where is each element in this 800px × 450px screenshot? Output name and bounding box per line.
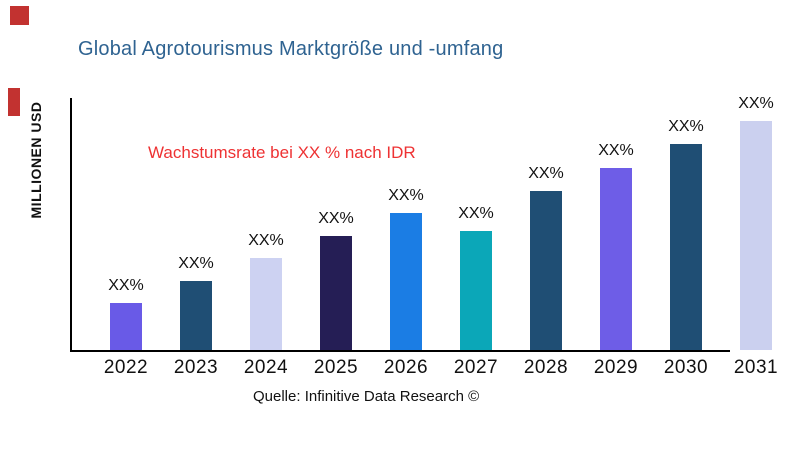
bar-2026 bbox=[390, 213, 422, 350]
bar-2031 bbox=[740, 121, 772, 350]
y-axis-line bbox=[70, 98, 72, 351]
bar-2023 bbox=[180, 281, 212, 350]
growth-rate-annotation: Wachstumsrate bei XX % nach IDR bbox=[148, 143, 416, 162]
x-axis-label: 2029 bbox=[593, 357, 639, 378]
red-accent-square bbox=[10, 6, 29, 25]
x-axis-label: 2028 bbox=[523, 357, 569, 378]
x-axis-label: 2031 bbox=[733, 357, 779, 378]
bar-value-label: XX% bbox=[598, 142, 634, 159]
x-axis-label: 2027 bbox=[453, 357, 499, 378]
bar-2025 bbox=[320, 236, 352, 350]
bar-value-label: XX% bbox=[668, 118, 704, 135]
x-axis-label: 2030 bbox=[663, 357, 709, 378]
bar-2030 bbox=[670, 144, 702, 350]
x-axis-label: 2025 bbox=[313, 357, 359, 378]
bar-value-label: XX% bbox=[458, 205, 494, 222]
bar-value-label: XX% bbox=[528, 165, 564, 182]
bar-value-label: XX% bbox=[178, 255, 214, 272]
bar-2024 bbox=[250, 258, 282, 350]
bar-2022 bbox=[110, 303, 142, 350]
x-axis-label: 2024 bbox=[243, 357, 289, 378]
red-accent-bar bbox=[8, 88, 20, 116]
bar-value-label: XX% bbox=[388, 187, 424, 204]
x-axis-line bbox=[70, 350, 730, 352]
bar-2029 bbox=[600, 168, 632, 350]
bar-value-label: XX% bbox=[738, 95, 774, 112]
x-axis-label: 2023 bbox=[173, 357, 219, 378]
x-axis-label: 2026 bbox=[383, 357, 429, 378]
bar-value-label: XX% bbox=[248, 232, 284, 249]
x-axis-label: 2022 bbox=[103, 357, 149, 378]
bar-2028 bbox=[530, 191, 562, 350]
chart-title: Global Agrotourismus Marktgröße und -umf… bbox=[78, 38, 504, 60]
bar-value-label: XX% bbox=[108, 277, 144, 294]
bar-value-label: XX% bbox=[318, 210, 354, 227]
source-note: Quelle: Infinitive Data Research © bbox=[253, 388, 480, 405]
bar-2027 bbox=[460, 231, 492, 350]
